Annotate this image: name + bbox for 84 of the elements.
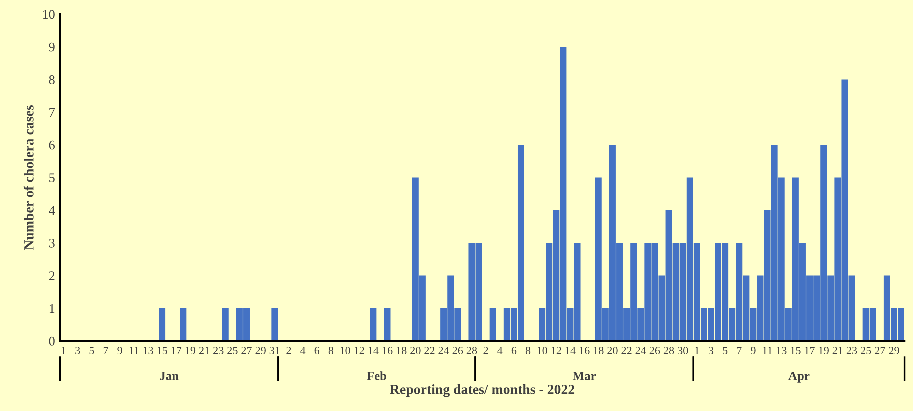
x-tick-label: 25 bbox=[228, 347, 238, 355]
x-tick-label: 1 bbox=[62, 347, 66, 354]
y-tick-label: 7 bbox=[50, 108, 56, 117]
y-tick-label: 2 bbox=[49, 272, 55, 280]
x-tick-label: 4 bbox=[498, 347, 503, 354]
x-tick-label: 26 bbox=[650, 347, 660, 355]
x-tick-label: 12 bbox=[354, 347, 364, 354]
bar bbox=[159, 308, 166, 342]
x-tick-label: 22 bbox=[622, 347, 632, 354]
x-tick-label: 23 bbox=[214, 347, 224, 355]
x-tick-label: 11 bbox=[130, 347, 139, 354]
x-tick-label: 15 bbox=[158, 347, 168, 355]
text: Apr bbox=[788, 372, 810, 383]
x-tick-label: 9 bbox=[751, 347, 756, 355]
x-tick-label: 8 bbox=[526, 347, 531, 355]
text: Feb bbox=[367, 372, 387, 380]
x-tick-label: 3 bbox=[709, 347, 714, 355]
x-tick-label: 3 bbox=[76, 347, 80, 355]
bar bbox=[490, 308, 496, 342]
x-tick-label: 22 bbox=[424, 347, 435, 354]
x-tick-label: 13 bbox=[144, 347, 154, 355]
x-tick-label: 20 bbox=[410, 347, 421, 355]
x-tick-label: 7 bbox=[737, 347, 742, 354]
x-tick-label: 28 bbox=[466, 347, 478, 355]
y-tick-label: 3 bbox=[49, 238, 55, 248]
bar bbox=[384, 308, 391, 342]
x-tick-label: 10 bbox=[538, 347, 548, 355]
x-tick-label: 4 bbox=[300, 347, 306, 354]
x-tick-label: 14 bbox=[566, 347, 576, 354]
x-tick-label: 6 bbox=[314, 347, 320, 355]
x-tick-label: 21 bbox=[832, 347, 843, 354]
text: Mar bbox=[572, 372, 596, 380]
y-tick-label: 4 bbox=[49, 206, 56, 216]
x-tick-label: 6 bbox=[512, 347, 517, 355]
x-tick-label: 26 bbox=[452, 347, 464, 355]
x-tick-label: 1 bbox=[695, 347, 700, 354]
y-tick-label: 10 bbox=[43, 10, 55, 20]
x-tick-label: 29 bbox=[889, 347, 900, 355]
x-tick-label: 17 bbox=[172, 347, 182, 354]
x-tick-label: 24 bbox=[438, 347, 450, 354]
x-tick-label: 27 bbox=[242, 347, 252, 354]
y-tick-label: 6 bbox=[49, 140, 56, 150]
bar bbox=[272, 308, 278, 342]
y-axis-title: Number of cholera cases bbox=[24, 106, 34, 250]
x-tick-label: 29 bbox=[256, 347, 266, 355]
x-tick-label: 12 bbox=[552, 347, 562, 354]
y-tick-label: 9 bbox=[49, 42, 55, 52]
x-tick-label: 8 bbox=[328, 347, 334, 355]
x-tick-label: 2 bbox=[484, 347, 488, 354]
x-tick-label: 30 bbox=[678, 347, 688, 355]
bar bbox=[222, 308, 229, 342]
x-tick-label: 10 bbox=[340, 347, 350, 355]
y-tick-label: 8 bbox=[49, 76, 55, 84]
text: Jan bbox=[160, 372, 179, 380]
x-tick-label: 17 bbox=[805, 347, 816, 354]
x-tick-label: 18 bbox=[594, 347, 604, 355]
x-tick-label: 20 bbox=[608, 347, 618, 355]
x-tick-label: 19 bbox=[819, 347, 829, 355]
x-tick-label: 31 bbox=[270, 347, 280, 355]
y-tick-label: 1 bbox=[50, 304, 55, 314]
x-tick-label: 23 bbox=[846, 347, 858, 355]
x-tick-label: 13 bbox=[777, 347, 787, 355]
x-tick-label: 15 bbox=[791, 347, 801, 355]
x-tick-label: 28 bbox=[664, 347, 674, 355]
x-tick-label: 16 bbox=[382, 347, 393, 355]
x-axis-title: Reporting dates/ months - 2022 bbox=[390, 384, 575, 398]
x-tick-label: 16 bbox=[580, 347, 590, 355]
x-tick-label: 27 bbox=[875, 347, 886, 354]
x-tick-label: 7 bbox=[104, 347, 108, 354]
bar bbox=[370, 308, 377, 342]
y-tick-label: 5 bbox=[50, 174, 55, 182]
x-tick-label: 5 bbox=[90, 347, 94, 355]
x-tick-label: 18 bbox=[397, 347, 407, 355]
x-tick-label: 25 bbox=[861, 347, 872, 355]
x-tick-label: 5 bbox=[723, 347, 728, 355]
x-tick-label: 9 bbox=[118, 347, 122, 355]
x-tick-label: 2 bbox=[286, 347, 292, 354]
x-tick-label: 21 bbox=[199, 347, 210, 354]
x-tick-label: 11 bbox=[763, 347, 772, 354]
bar bbox=[180, 308, 187, 342]
x-tick-label: 24 bbox=[636, 347, 646, 354]
y-tick-label: 0 bbox=[49, 336, 55, 346]
x-tick-label: 14 bbox=[368, 347, 379, 354]
x-tick-label: 19 bbox=[186, 347, 196, 355]
